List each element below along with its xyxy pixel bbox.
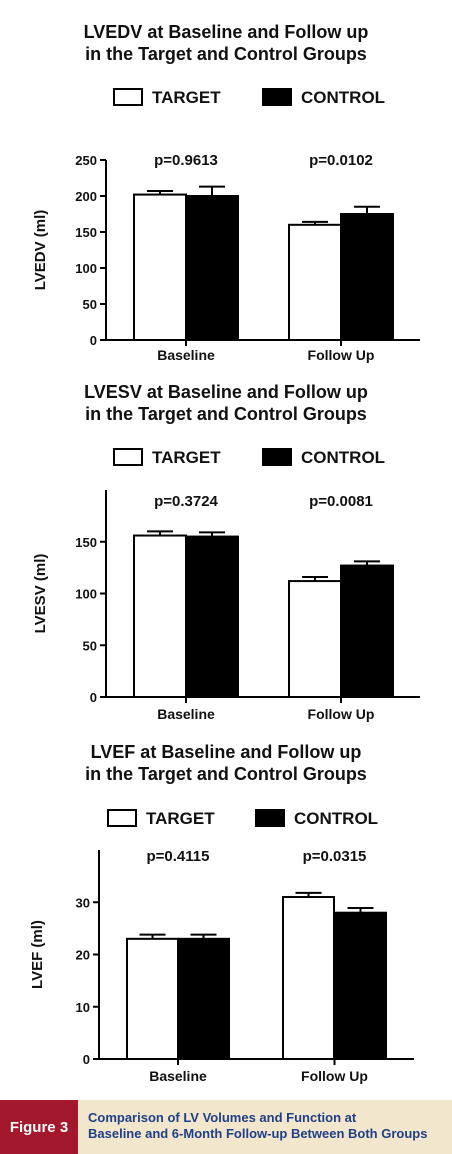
lvef-legend-label-control: CONTROL: [294, 809, 378, 828]
lvedv-y-tick-label-150: 150: [75, 225, 97, 240]
lvedv-y-axis-label: LVEDV (ml): [32, 210, 49, 291]
lvesv-pvalue-1: p=0.0081: [309, 493, 373, 510]
lvedv-bar-control-baseline: [185, 195, 239, 341]
lvef-bar-control-follow-up: [334, 911, 387, 1060]
lvef-y-axis-label: LVEF (ml): [29, 920, 46, 989]
figure-label: Figure 3: [0, 1100, 78, 1154]
lvedv-y-tick-label-0: 0: [90, 333, 97, 348]
caption-text-box: Comparison of LV Volumes and Function at…: [78, 1100, 452, 1154]
lvef-category-label-baseline: Baseline: [149, 1068, 207, 1084]
lvesv-y-axis-label: LVESV (ml): [32, 554, 49, 634]
lvesv-chart-panel: LVESV at Baseline and Follow up in the Ta…: [0, 375, 452, 735]
lvedv-category-label-baseline: Baseline: [157, 347, 215, 363]
lvedv-legend-swatch-control: [262, 88, 292, 106]
lvef-pvalue-0: p=0.4115: [147, 848, 210, 865]
lvesv-legend-swatch-target: [113, 448, 143, 466]
lvef-y-tick-label-20: 20: [76, 948, 90, 963]
lvedv-bar-target-baseline: [133, 193, 187, 341]
lvedv-bar-target-follow-up: [288, 223, 342, 341]
lvesv-category-label-baseline: Baseline: [157, 706, 215, 722]
lvedv-y-tick-label-200: 200: [75, 189, 97, 204]
lvedv-pvalue-0: p=0.9613: [154, 152, 218, 169]
lvesv-y-tick-label-0: 0: [90, 690, 97, 705]
caption-line-1: Comparison of LV Volumes and Function at: [88, 1110, 357, 1125]
lvesv-title-line-1: LVESV at Baseline and Follow up: [84, 382, 368, 402]
lvef-bar-control-baseline: [177, 937, 230, 1060]
lvesv-bar-control-baseline: [185, 535, 239, 698]
lvef-legend-swatch-control: [255, 809, 285, 827]
lvedv-legend-swatch-target: [113, 88, 143, 106]
caption-line-2: Baseline and 6-Month Follow-up Between B…: [88, 1126, 428, 1141]
lvef-y-tick-label-30: 30: [76, 895, 90, 910]
lvedv-legend-label-target: TARGET: [152, 88, 221, 107]
lvesv-legend-swatch-control: [262, 448, 292, 466]
lvedv-y-tick-label-100: 100: [75, 261, 97, 276]
lvesv-bar-target-baseline: [133, 534, 187, 698]
lvedv-bar-control-follow-up: [340, 213, 394, 341]
lvef-y-tick-label-10: 10: [76, 1000, 90, 1015]
lvef-legend-swatch-target: [107, 809, 137, 827]
lvef-bar-target-baseline: [126, 937, 179, 1060]
lvef-title-line-1: LVEF at Baseline and Follow up: [91, 742, 362, 762]
lvedv-y-tick-label-50: 50: [83, 297, 97, 312]
lvedv-category-label-follow-up: Follow Up: [308, 347, 375, 363]
lvef-chart-panel: LVEF at Baseline and Follow up in the Tar…: [0, 735, 452, 1095]
lvesv-legend-label-control: CONTROL: [301, 448, 385, 467]
lvef-title-line-2: in the Target and Control Groups: [85, 764, 367, 784]
lvesv-bar-control-follow-up: [340, 564, 394, 698]
lvesv-pvalue-0: p=0.3724: [154, 493, 218, 510]
lvedv-pvalue-1: p=0.0102: [309, 152, 373, 169]
lvesv-y-tick-label-50: 50: [83, 638, 97, 653]
lvef-pvalue-1: p=0.0315: [303, 848, 367, 865]
lvedv-y-tick-label-250: 250: [75, 153, 97, 168]
lvesv-category-label-follow-up: Follow Up: [308, 706, 375, 722]
lvesv-y-tick-label-150: 150: [75, 535, 97, 550]
lvef-legend-label-target: TARGET: [146, 809, 215, 828]
lvedv-chart-panel: LVEDV at Baseline and Follow up in the Ta…: [0, 0, 452, 375]
lvedv-legend-label-control: CONTROL: [301, 88, 385, 107]
lvesv-legend-label-target: TARGET: [152, 448, 221, 467]
lvesv-y-tick-label-100: 100: [75, 587, 97, 602]
figure-caption: Figure 3 Comparison of LV Volumes and Fu…: [0, 1100, 452, 1154]
lvef-bar-target-follow-up: [282, 896, 335, 1060]
lvedv-title-line-1: LVEDV at Baseline and Follow up: [84, 22, 369, 42]
lvef-y-tick-label-0: 0: [83, 1052, 90, 1067]
lvesv-title-line-2: in the Target and Control Groups: [85, 404, 367, 424]
lvef-category-label-follow-up: Follow Up: [301, 1068, 368, 1084]
lvesv-bar-target-follow-up: [288, 580, 342, 698]
lvedv-title-line-2: in the Target and Control Groups: [85, 44, 367, 64]
